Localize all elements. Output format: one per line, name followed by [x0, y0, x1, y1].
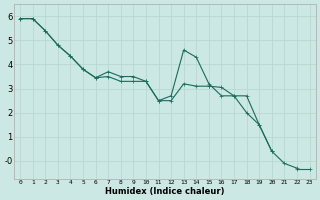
- X-axis label: Humidex (Indice chaleur): Humidex (Indice chaleur): [105, 187, 225, 196]
